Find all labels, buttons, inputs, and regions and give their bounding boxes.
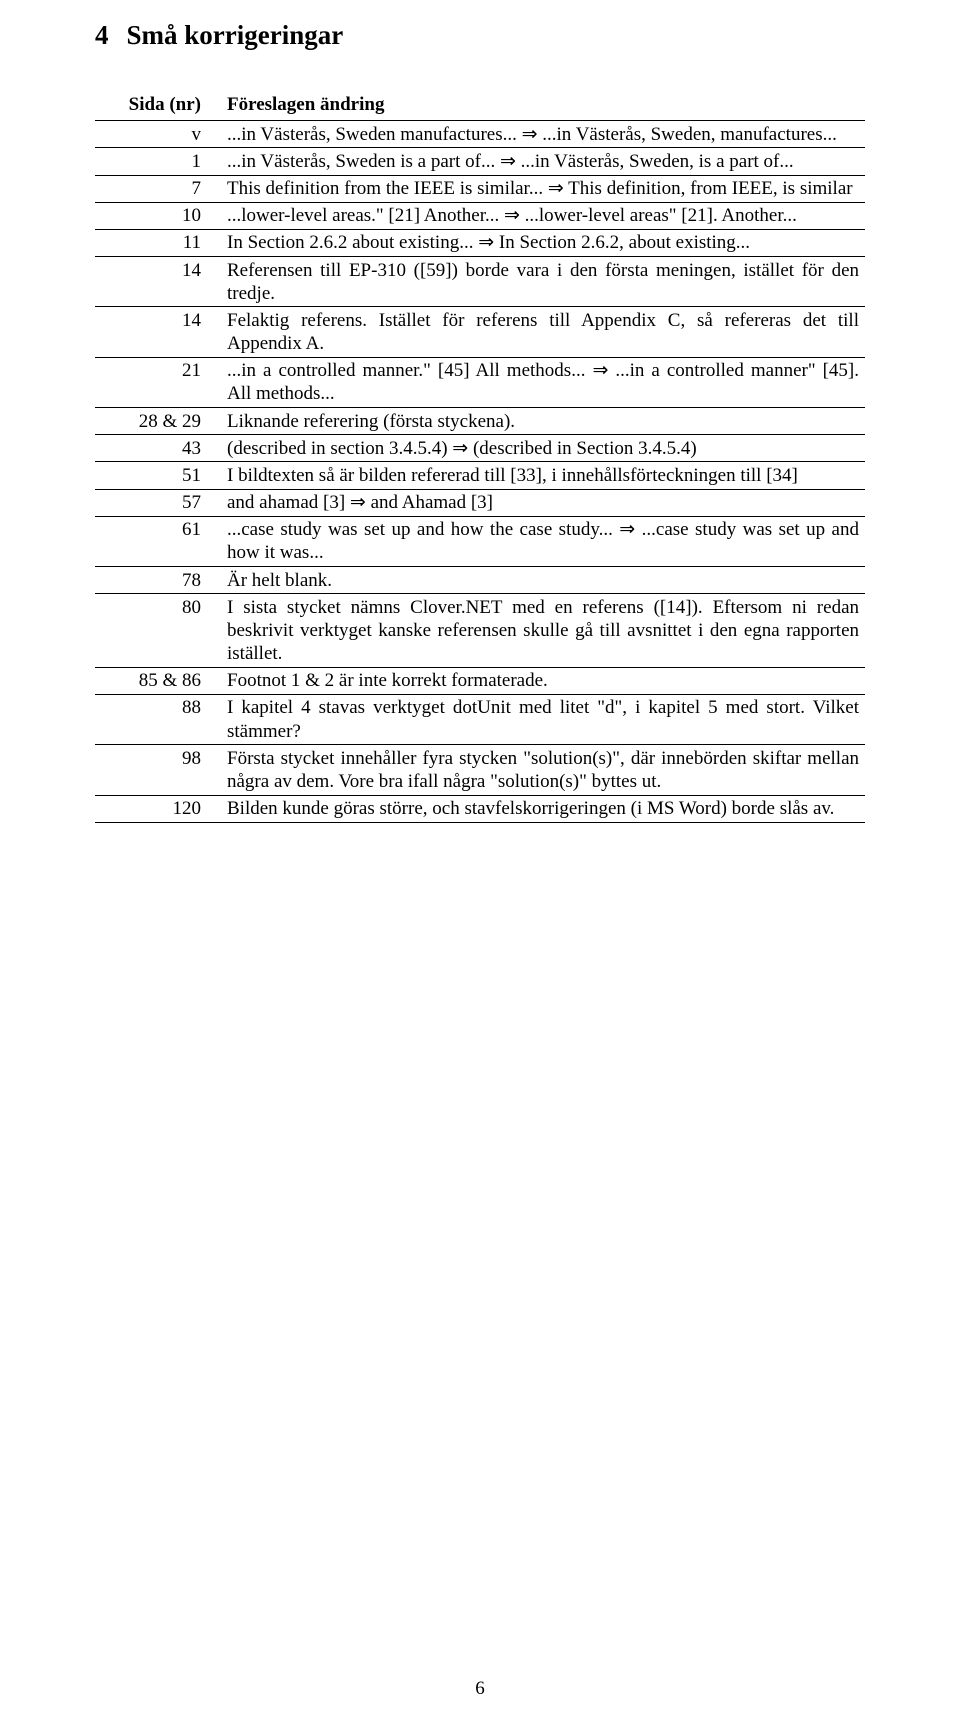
table-row: 51I bildtexten så är bilden refererad ti… bbox=[95, 462, 865, 489]
table-cell-page: 120 bbox=[95, 796, 221, 823]
table-row: 98Första stycket innehåller fyra stycken… bbox=[95, 745, 865, 795]
table-row: 21...in a controlled manner." [45] All m… bbox=[95, 358, 865, 408]
table-row: 85 & 86Footnot 1 & 2 är inte korrekt for… bbox=[95, 668, 865, 695]
table-cell-page: 80 bbox=[95, 594, 221, 667]
table-cell-change: In Section 2.6.2 about existing... ⇒ In … bbox=[221, 230, 865, 257]
corrections-table: Sida (nr) Föreslagen ändring v...in Väst… bbox=[95, 89, 865, 823]
table-row: 57and ahamad [3] ⇒ and Ahamad [3] bbox=[95, 490, 865, 517]
table-cell-change: (described in section 3.4.5.4) ⇒ (descri… bbox=[221, 435, 865, 462]
table-cell-change: Referensen till EP-310 ([59]) borde vara… bbox=[221, 257, 865, 307]
document-page: 4 Små korrigeringar Sida (nr) Föreslagen … bbox=[0, 0, 960, 1734]
table-row: 11In Section 2.6.2 about existing... ⇒ I… bbox=[95, 230, 865, 257]
table-cell-page: 7 bbox=[95, 176, 221, 203]
table-row: 120Bilden kunde göras större, och stavfe… bbox=[95, 796, 865, 823]
section-title: Små korrigeringar bbox=[127, 20, 344, 50]
section-number: 4 bbox=[95, 20, 109, 51]
table-cell-change: ...lower-level areas." [21] Another... ⇒… bbox=[221, 203, 865, 230]
table-cell-page: v bbox=[95, 121, 221, 148]
table-cell-change: Liknande referering (första styckena). bbox=[221, 408, 865, 435]
table-cell-page: 28 & 29 bbox=[95, 408, 221, 435]
table-cell-page: 1 bbox=[95, 148, 221, 175]
table-row: 1...in Västerås, Sweden is a part of... … bbox=[95, 148, 865, 175]
table-cell-page: 14 bbox=[95, 307, 221, 357]
table-cell-change: Är helt blank. bbox=[221, 567, 865, 594]
table-cell-page: 43 bbox=[95, 435, 221, 462]
table-row: 28 & 29Liknande referering (första styck… bbox=[95, 408, 865, 435]
table-row: v...in Västerås, Sweden manufactures... … bbox=[95, 121, 865, 148]
table-cell-page: 14 bbox=[95, 257, 221, 307]
table-cell-page: 78 bbox=[95, 567, 221, 594]
table-cell-change: I bildtexten så är bilden refererad till… bbox=[221, 462, 865, 489]
table-row: 7This definition from the IEEE is simila… bbox=[95, 176, 865, 203]
table-cell-change: ...in Västerås, Sweden is a part of... ⇒… bbox=[221, 148, 865, 175]
table-cell-change: I kapitel 4 stavas verktyget dotUnit med… bbox=[221, 695, 865, 745]
table-cell-page: 98 bbox=[95, 745, 221, 795]
table-cell-change: This definition from the IEEE is similar… bbox=[221, 176, 865, 203]
table-row: 78Är helt blank. bbox=[95, 567, 865, 594]
table-cell-change: and ahamad [3] ⇒ and Ahamad [3] bbox=[221, 490, 865, 517]
table-row: 43(described in section 3.4.5.4) ⇒ (desc… bbox=[95, 435, 865, 462]
table-cell-page: 21 bbox=[95, 358, 221, 408]
table-cell-page: 88 bbox=[95, 695, 221, 745]
table-cell-page: 57 bbox=[95, 490, 221, 517]
table-row: 10...lower-level areas." [21] Another...… bbox=[95, 203, 865, 230]
table-cell-page: 10 bbox=[95, 203, 221, 230]
table-header-change: Föreslagen ändring bbox=[221, 89, 865, 121]
table-cell-page: 85 & 86 bbox=[95, 668, 221, 695]
table-cell-change: I sista stycket nämns Clover.NET med en … bbox=[221, 594, 865, 667]
table-header-page: Sida (nr) bbox=[95, 89, 221, 121]
table-cell-change: ...in Västerås, Sweden manufactures... ⇒… bbox=[221, 121, 865, 148]
table-row: 80I sista stycket nämns Clover.NET med e… bbox=[95, 594, 865, 667]
table-row: 61...case study was set up and how the c… bbox=[95, 517, 865, 567]
table-cell-page: 11 bbox=[95, 230, 221, 257]
table-cell-change: Bilden kunde göras större, och stavfelsk… bbox=[221, 796, 865, 823]
section-heading: 4 Små korrigeringar bbox=[95, 20, 865, 51]
table-row: 88I kapitel 4 stavas verktyget dotUnit m… bbox=[95, 695, 865, 745]
table-row: 14Felaktig referens. Istället för refere… bbox=[95, 307, 865, 357]
table-cell-page: 61 bbox=[95, 517, 221, 567]
table-cell-change: Första stycket innehåller fyra stycken "… bbox=[221, 745, 865, 795]
table-row: 14Referensen till EP-310 ([59]) borde va… bbox=[95, 257, 865, 307]
table-cell-change: ...in a controlled manner." [45] All met… bbox=[221, 358, 865, 408]
table-cell-change: Footnot 1 & 2 är inte korrekt formaterad… bbox=[221, 668, 865, 695]
table-cell-change: Felaktig referens. Istället för referens… bbox=[221, 307, 865, 357]
table-cell-change: ...case study was set up and how the cas… bbox=[221, 517, 865, 567]
page-number: 6 bbox=[0, 1678, 960, 1700]
table-cell-page: 51 bbox=[95, 462, 221, 489]
